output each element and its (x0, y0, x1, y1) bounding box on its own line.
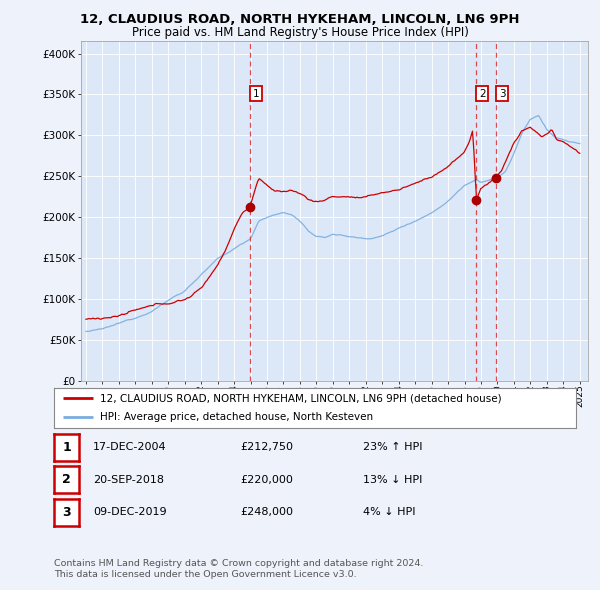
Text: 23% ↑ HPI: 23% ↑ HPI (363, 442, 422, 452)
Text: £212,750: £212,750 (240, 442, 293, 452)
Text: 2: 2 (479, 89, 485, 99)
Text: £248,000: £248,000 (240, 507, 293, 517)
Text: 1: 1 (253, 89, 259, 99)
Text: £220,000: £220,000 (240, 475, 293, 484)
Text: 4% ↓ HPI: 4% ↓ HPI (363, 507, 415, 517)
Text: Contains HM Land Registry data © Crown copyright and database right 2024.: Contains HM Land Registry data © Crown c… (54, 559, 424, 568)
Text: HPI: Average price, detached house, North Kesteven: HPI: Average price, detached house, Nort… (100, 412, 373, 422)
Text: 3: 3 (62, 506, 71, 519)
Text: 13% ↓ HPI: 13% ↓ HPI (363, 475, 422, 484)
Text: 20-SEP-2018: 20-SEP-2018 (93, 475, 164, 484)
Text: 12, CLAUDIUS ROAD, NORTH HYKEHAM, LINCOLN, LN6 9PH: 12, CLAUDIUS ROAD, NORTH HYKEHAM, LINCOL… (80, 13, 520, 26)
Text: Price paid vs. HM Land Registry's House Price Index (HPI): Price paid vs. HM Land Registry's House … (131, 26, 469, 39)
Text: 1: 1 (62, 441, 71, 454)
Text: 12, CLAUDIUS ROAD, NORTH HYKEHAM, LINCOLN, LN6 9PH (detached house): 12, CLAUDIUS ROAD, NORTH HYKEHAM, LINCOL… (100, 394, 502, 404)
Text: 09-DEC-2019: 09-DEC-2019 (93, 507, 167, 517)
Text: This data is licensed under the Open Government Licence v3.0.: This data is licensed under the Open Gov… (54, 571, 356, 579)
Text: 3: 3 (499, 89, 506, 99)
Text: 17-DEC-2004: 17-DEC-2004 (93, 442, 167, 452)
Text: 2: 2 (62, 473, 71, 486)
